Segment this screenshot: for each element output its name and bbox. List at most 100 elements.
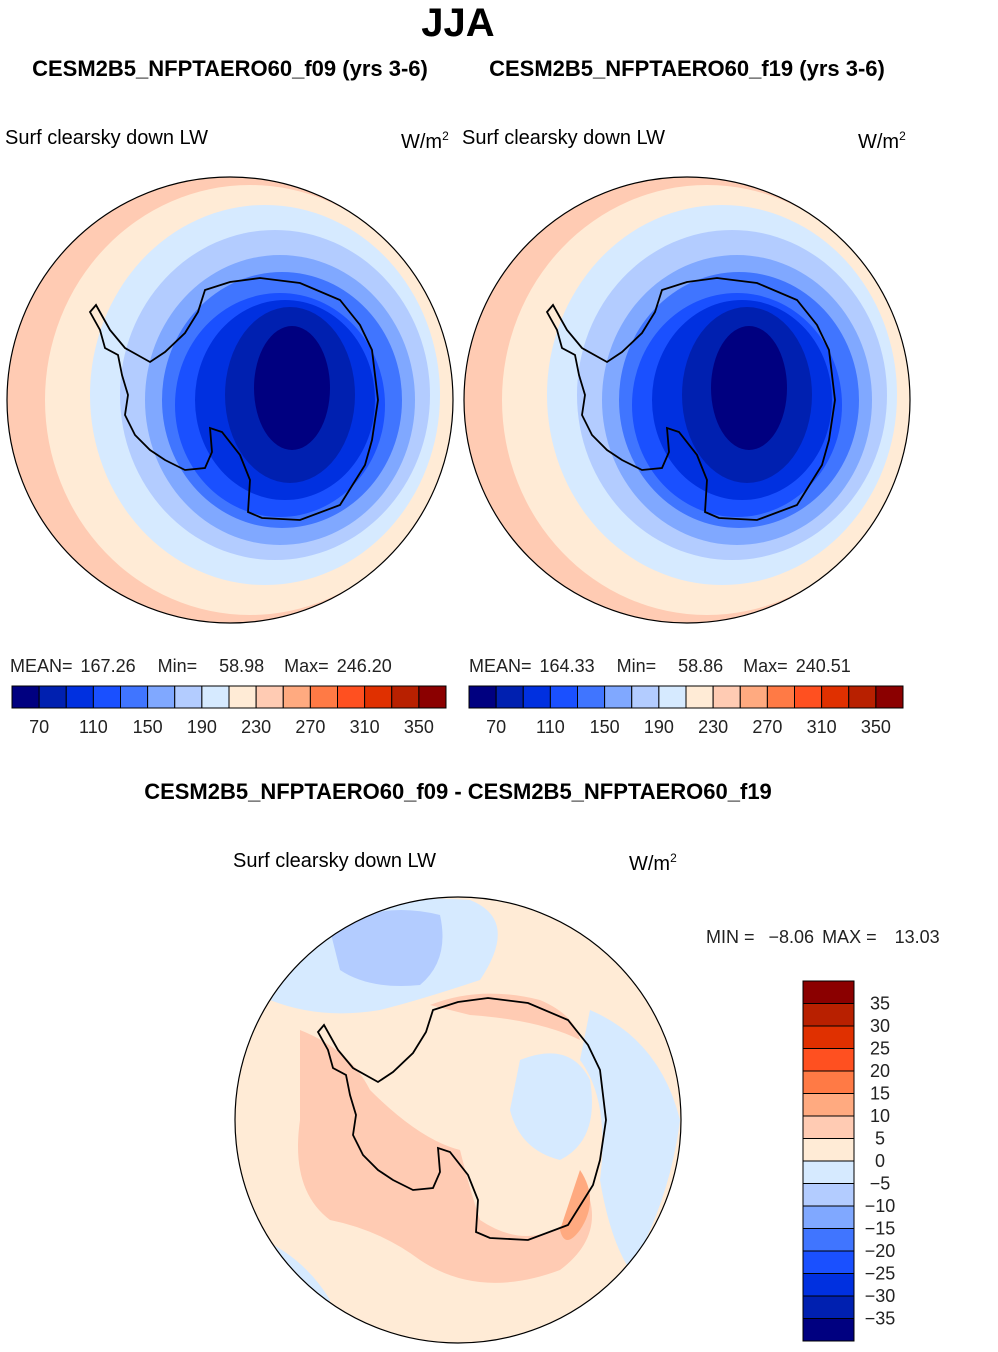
colorbar-box bbox=[802, 1228, 855, 1252]
colorbar-box bbox=[802, 1183, 855, 1207]
colorbar-box bbox=[11, 685, 40, 709]
colorbar-tick-label: 310 bbox=[807, 717, 837, 737]
colorbar-tick-label: −5 bbox=[870, 1174, 891, 1194]
colorbar-tick-label: 20 bbox=[870, 1061, 890, 1081]
colorbar-tick-label: 350 bbox=[404, 717, 434, 737]
colorbar-box bbox=[802, 1250, 855, 1274]
colorbar-tick-label: 150 bbox=[590, 717, 620, 737]
contour-level-9 bbox=[254, 326, 330, 450]
antarctica-coastline bbox=[88, 277, 379, 521]
diff-positive-region bbox=[298, 1030, 592, 1283]
colorbar-box bbox=[147, 685, 176, 709]
panel2-stats: MEAN= 164.33 Min= 58.86 Max= 240.51 bbox=[469, 656, 851, 676]
colorbar-box bbox=[712, 685, 741, 709]
colorbar-box bbox=[875, 685, 904, 709]
colorbar-box bbox=[228, 685, 257, 709]
diff-units: W/m2 bbox=[629, 851, 677, 875]
colorbar-tick-label: 310 bbox=[350, 717, 380, 737]
colorbar-box bbox=[38, 685, 67, 709]
colorbar-box bbox=[802, 1025, 855, 1049]
colorbar-box bbox=[766, 685, 795, 709]
colorbar-tick-label: 15 bbox=[870, 1084, 890, 1104]
panel1-units: W/m2 bbox=[401, 129, 449, 153]
colorbar-box bbox=[391, 685, 420, 709]
colorbar-tick-label: 190 bbox=[187, 717, 217, 737]
colorbar-tick-label: 190 bbox=[644, 717, 674, 737]
colorbar-tick-label: 230 bbox=[698, 717, 728, 737]
colorbar-box bbox=[802, 1205, 855, 1229]
colorbar-box bbox=[92, 685, 121, 709]
colorbar-tick-label: −35 bbox=[865, 1309, 896, 1329]
colorbar-box bbox=[802, 1273, 855, 1297]
colorbar-box bbox=[549, 685, 578, 709]
colorbar-tick-label: 25 bbox=[870, 1039, 890, 1059]
diff-polar-map bbox=[235, 897, 681, 1343]
panel1-stats: MEAN= 167.26 Min= 58.98 Max= 246.20 bbox=[10, 656, 392, 676]
colorbar-box bbox=[802, 1138, 855, 1162]
antarctica-coastline bbox=[316, 997, 607, 1241]
colorbar-box bbox=[658, 685, 687, 709]
colorbar-box bbox=[201, 685, 230, 709]
panel2-colorbar: 70 110 150 190 230 270 310 350 bbox=[468, 685, 904, 737]
colorbar-box bbox=[802, 1318, 855, 1342]
colorbar-box bbox=[685, 685, 714, 709]
colorbar-box bbox=[802, 1070, 855, 1094]
colorbar-tick-label: 10 bbox=[870, 1106, 890, 1126]
colorbar-tick-label: −20 bbox=[865, 1241, 896, 1261]
colorbar-box bbox=[495, 685, 524, 709]
panel1-variable: Surf clearsky down LW bbox=[5, 127, 208, 149]
colorbar-tick-label: 70 bbox=[29, 717, 49, 737]
panel2-units: W/m2 bbox=[858, 129, 906, 153]
colorbar-box bbox=[802, 1295, 855, 1319]
colorbar-tick-label: 70 bbox=[486, 717, 506, 737]
colorbar-tick-label: 110 bbox=[536, 717, 565, 737]
colorbar-box bbox=[468, 685, 497, 709]
colorbar-box bbox=[848, 685, 877, 709]
diff-negative-region bbox=[510, 1053, 592, 1160]
colorbar-box bbox=[522, 685, 551, 709]
colorbar-tick-label: 110 bbox=[79, 717, 108, 737]
diff-positive-region bbox=[560, 1170, 590, 1240]
diff-negative-region bbox=[330, 910, 443, 986]
colorbar-tick-label: −30 bbox=[865, 1286, 896, 1306]
colorbar-box bbox=[418, 685, 447, 709]
colorbar-tick-label: 270 bbox=[295, 717, 325, 737]
colorbar-box bbox=[739, 685, 768, 709]
colorbar-box bbox=[821, 685, 850, 709]
colorbar-box bbox=[802, 1048, 855, 1072]
panel1-colorbar: 70 110 150 190 230 270 310 350 bbox=[11, 685, 447, 737]
colorbar-tick-label: 30 bbox=[870, 1016, 890, 1036]
diff-title: CESM2B5_NFPTAERO60_f09 - CESM2B5_NFPTAER… bbox=[144, 779, 772, 804]
diff-positive-region bbox=[430, 993, 580, 1040]
colorbar-tick-label: 150 bbox=[133, 717, 163, 737]
figure-title: JJA bbox=[421, 1, 494, 45]
colorbar-box bbox=[802, 1115, 855, 1139]
colorbar-tick-label: 0 bbox=[875, 1151, 885, 1171]
colorbar-box bbox=[802, 980, 855, 1004]
colorbar-box bbox=[174, 685, 203, 709]
colorbar-box bbox=[631, 685, 660, 709]
panel2-case-title: CESM2B5_NFPTAERO60_f19 (yrs 3-6) bbox=[489, 56, 885, 81]
colorbar-box bbox=[255, 685, 284, 709]
diff-stats: MIN = −8.06 MAX = 13.03 bbox=[706, 927, 940, 947]
colorbar-box bbox=[794, 685, 823, 709]
colorbar-box bbox=[802, 1160, 855, 1184]
colorbar-box bbox=[65, 685, 94, 709]
panel1-polar-map bbox=[7, 177, 453, 623]
colorbar-tick-label: 230 bbox=[241, 717, 271, 737]
diff-negative-region bbox=[580, 1010, 680, 1270]
panel2-variable: Surf clearsky down LW bbox=[462, 127, 665, 149]
colorbar-box bbox=[337, 685, 366, 709]
colorbar-tick-label: 5 bbox=[875, 1129, 885, 1149]
colorbar-box bbox=[309, 685, 338, 709]
colorbar-box bbox=[604, 685, 633, 709]
panel1-case-title: CESM2B5_NFPTAERO60_f09 (yrs 3-6) bbox=[32, 56, 428, 81]
colorbar-box bbox=[802, 1003, 855, 1027]
colorbar-tick-label: −10 bbox=[865, 1196, 896, 1216]
colorbar-tick-label: 270 bbox=[752, 717, 782, 737]
colorbar-box bbox=[364, 685, 393, 709]
antarctica-coastline bbox=[545, 277, 836, 521]
colorbar-box bbox=[120, 685, 149, 709]
panel2-polar-map bbox=[464, 177, 910, 623]
